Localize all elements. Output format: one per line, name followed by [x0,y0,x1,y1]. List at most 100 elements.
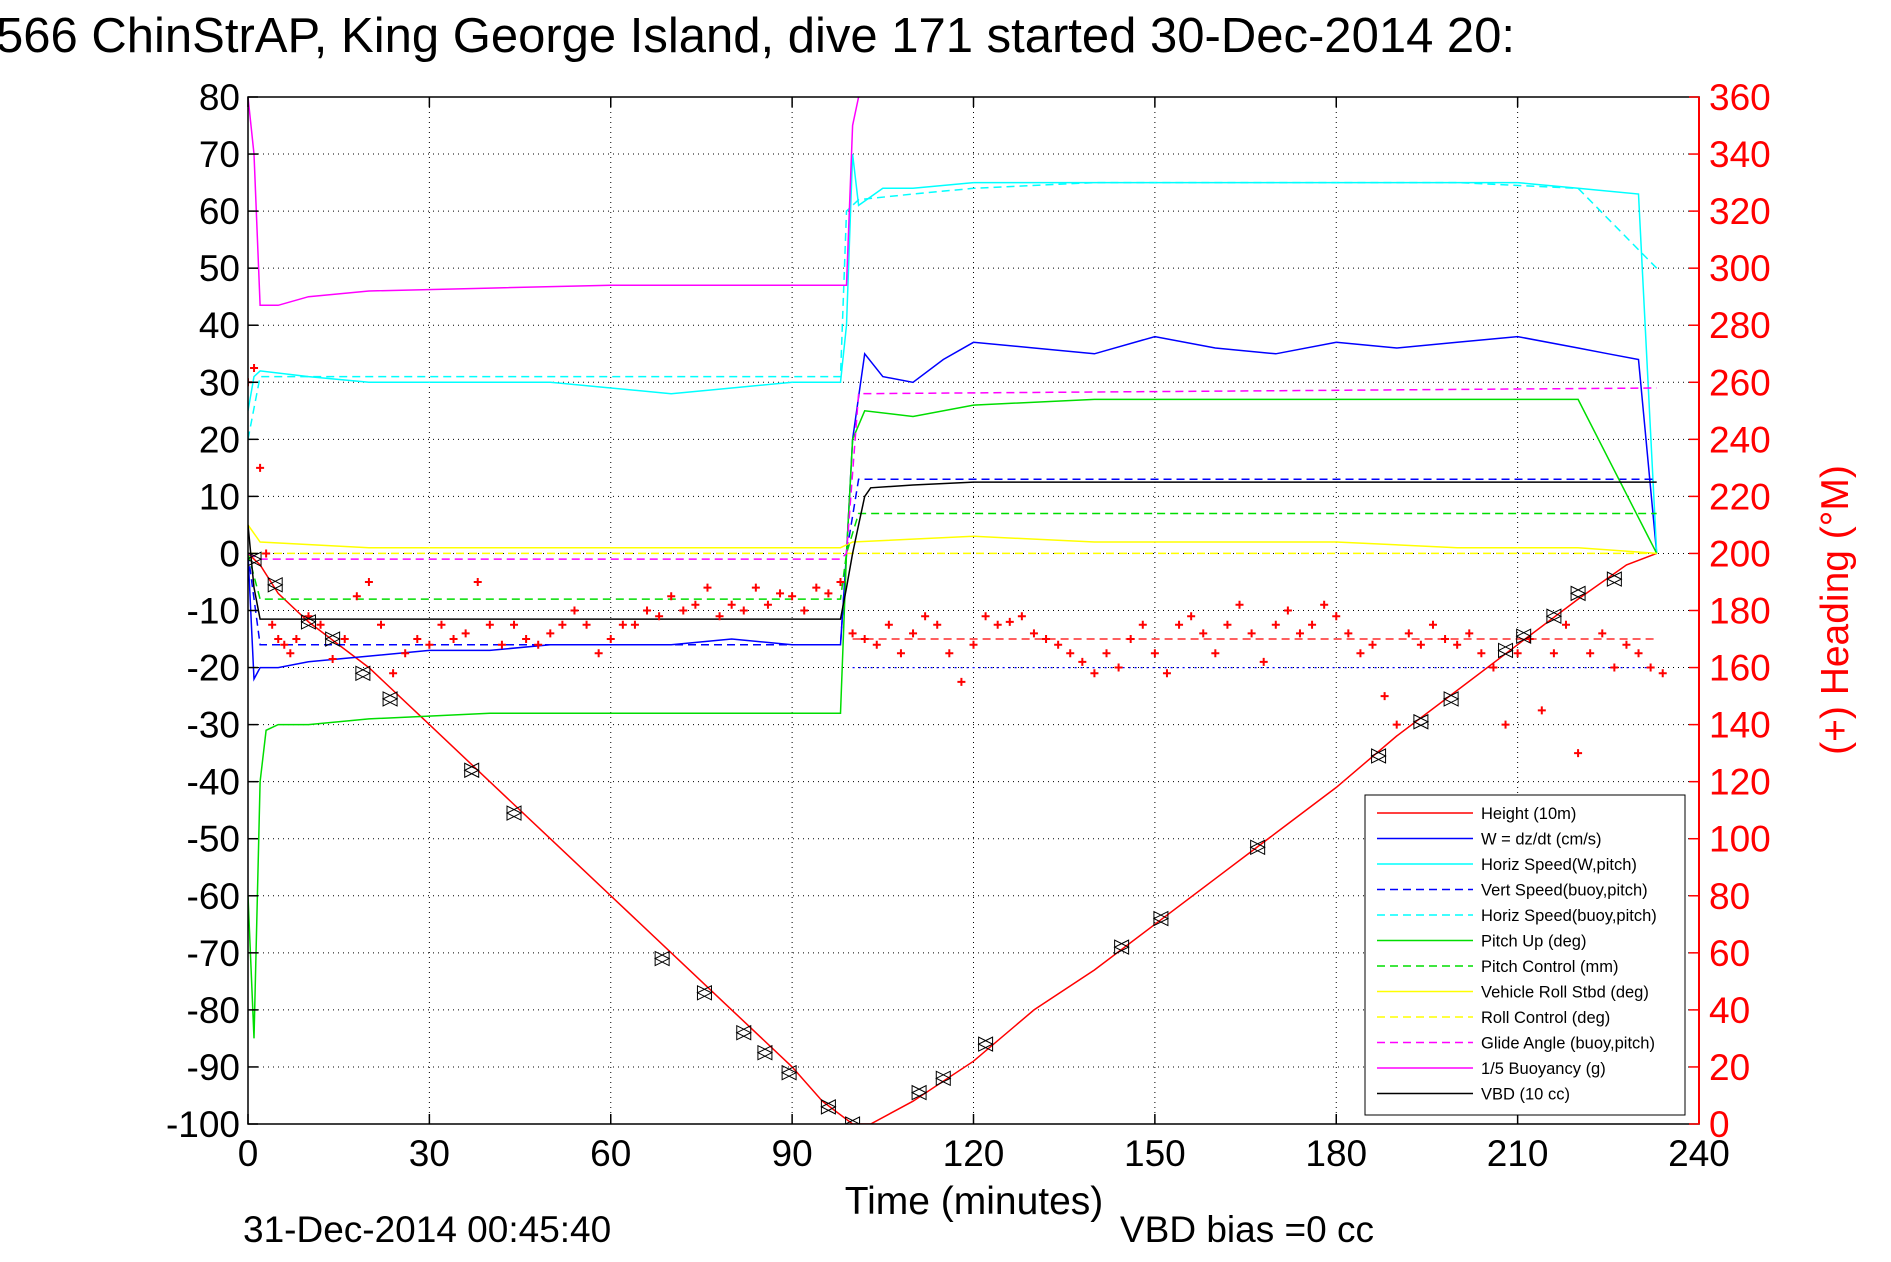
heading-point [1537,706,1546,715]
heading-point [993,620,1002,629]
heading-point [933,620,942,629]
heading-point [630,620,639,629]
heading-point [510,620,519,629]
y2-tick-label: 20 [1709,1047,1750,1088]
heading-point [522,635,531,644]
height-sample-marker [977,1036,994,1052]
heading-point [1392,720,1401,729]
y2-tick-label: 320 [1709,191,1771,232]
heading-point [1622,640,1631,649]
heading-point [256,463,265,472]
y2-tick-label: 240 [1709,419,1771,460]
heading-point [262,549,271,558]
height-sample-marker [910,1084,928,1101]
heading-point [473,577,482,586]
height-sample-marker [1497,642,1514,659]
heading-point [1259,657,1268,666]
heading-point [1634,649,1643,658]
heading-point [340,635,349,644]
legend-label: W = dz/dt (cm/s) [1481,831,1602,849]
y2-axis-label: (+) Heading (°M) [1814,465,1857,755]
heading-point [1658,669,1667,678]
legend-item: Pitch Up (deg) [1377,933,1586,951]
legend-label: 1/5 Buoyancy (g) [1481,1060,1606,1078]
heading-point [1054,640,1063,649]
heading-point [328,654,337,663]
height-sample-marker [1569,585,1587,602]
height-sample-marker [248,551,263,567]
heading-point [1441,635,1450,644]
legend-item: Roll Control (deg) [1377,1009,1610,1027]
heading-point [751,583,760,592]
height-sample-marker [696,984,713,1001]
heading-point [1138,620,1147,629]
y-tick-label: -80 [187,990,240,1031]
legend-label: Glide Angle (buoy,pitch) [1481,1035,1655,1053]
height-sample-marker [844,1116,861,1124]
heading-point [546,629,555,638]
heading-point [286,649,295,658]
heading-point [1090,669,1099,678]
x-axis-label: Time (minutes) [845,1180,1104,1223]
y-tick-label: -60 [187,876,240,917]
heading-point [250,364,259,373]
heading-point [1042,635,1051,644]
heading-point [1489,663,1498,672]
height-sample-marker [324,631,341,647]
y2-tick-label: 360 [1709,77,1771,118]
plot-area [248,97,1667,1124]
height-sample-marker [381,691,399,707]
legend-item: Glide Angle (buoy,pitch) [1377,1035,1655,1053]
heading-point [921,612,930,621]
height-sample-marker [1113,939,1130,955]
heading-point [812,583,821,592]
height-sample-marker [1443,691,1460,707]
footer-timestamp: 31-Dec-2014 00:45:40 [243,1209,611,1250]
heading-point [449,635,458,644]
heading-point [1513,649,1522,658]
y-tick-label: -10 [187,591,240,632]
y2-tick-label: 200 [1709,533,1771,574]
heading-point [1150,649,1159,658]
x-tick-label: 210 [1487,1133,1549,1174]
legend-item: Horiz Speed(W,pitch) [1377,856,1637,874]
heading-point [715,612,724,621]
heading-point [1078,657,1087,666]
x-tick-label: 60 [590,1133,631,1174]
legend-item: Height (10m) [1377,805,1576,823]
series-line-vert-speed-buoy-pitch [248,478,1657,646]
y-tick-label: 60 [199,191,240,232]
legend-label: Pitch Up (deg) [1481,933,1586,951]
legend-label: Pitch Control (mm) [1481,958,1619,976]
heading-point [957,677,966,686]
x-tick-label: 180 [1305,1133,1367,1174]
heading-point [1561,620,1570,629]
legend-label: Horiz Speed(W,pitch) [1481,856,1637,874]
y2-tick-label: 180 [1709,591,1771,632]
heading-point [1404,629,1413,638]
series-line-1-5-buoyancy-g [248,97,860,307]
heading-point [1175,620,1184,629]
y2-tick-label: 300 [1709,248,1771,289]
heading-point [1005,617,1014,626]
height-sample-marker [935,1070,952,1087]
height-sample-marker [267,577,284,593]
heading-point [1332,612,1341,621]
legend-item: W = dz/dt (cm/s) [1377,831,1602,849]
height-sample-marker [1606,571,1623,587]
y-tick-label: -70 [187,933,240,974]
legend: Height (10m) W = dz/dt (cm/s) Horiz Speed(… [1364,794,1686,1116]
heading-point [763,600,772,609]
heading-point [679,606,688,615]
x-tick-label: 120 [943,1133,1005,1174]
y2-tick-label: 160 [1709,648,1771,689]
heading-point [594,649,603,658]
legend-item: Pitch Control (mm) [1377,958,1619,976]
legend-label: Height (10m) [1481,805,1576,823]
heading-point [618,620,627,629]
heading-point [1247,629,1256,638]
heading-point [485,620,494,629]
series-line-w-dz-dt-cm-s [248,335,1658,682]
y2-tick-label: 120 [1709,762,1771,803]
heading-point [534,640,543,649]
